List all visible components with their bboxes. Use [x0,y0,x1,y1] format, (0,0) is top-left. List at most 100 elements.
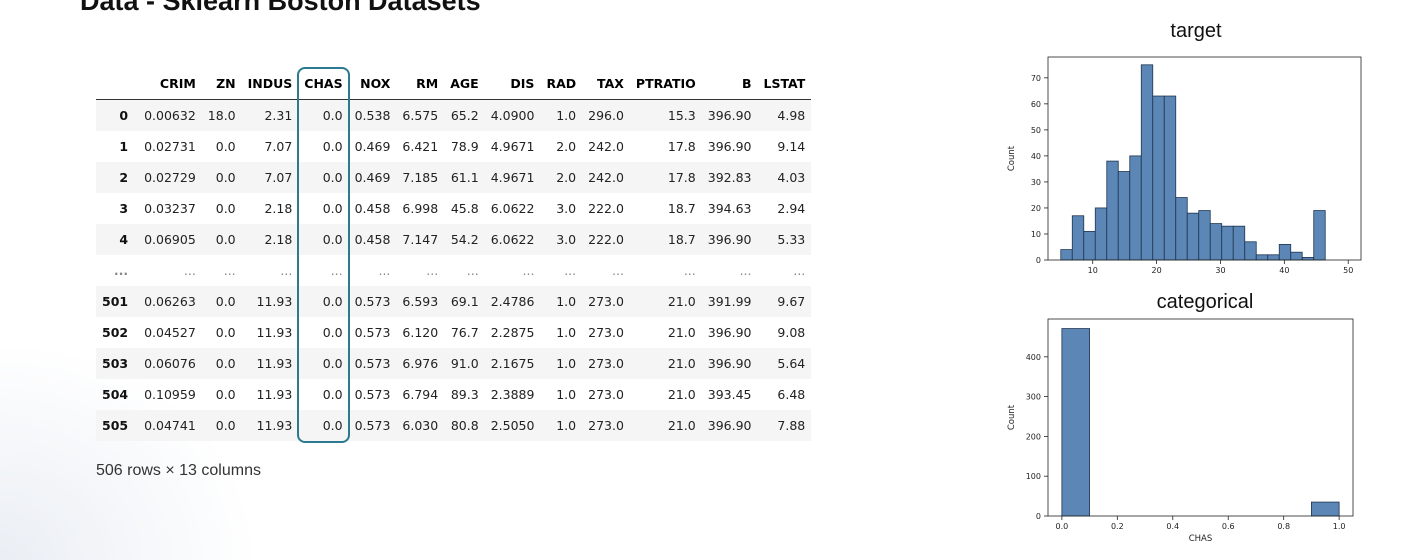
row-index: ... [113,262,129,278]
column-header-zn: ZN [216,75,236,91]
table-cell: 0.0 [322,107,343,123]
table-cell: 5.33 [777,231,806,247]
table-cell: 0.0 [322,231,343,247]
table-cell: 0.573 [354,293,391,309]
table-cell: 391.99 [707,293,752,309]
table-cell: 61.1 [450,169,479,185]
table-cell: ... [739,262,752,278]
y-tick-label: 40 [1031,152,1041,161]
table-cell: 6.794 [402,386,439,402]
table-cell: 0.0 [322,386,343,402]
table-cell: ... [466,262,479,278]
row-index: 4 [119,231,129,247]
row-index: 2 [119,169,129,185]
y-tick-label: 400 [1026,353,1041,362]
table-cell: 2.3889 [490,386,535,402]
table-cell: 21.0 [667,324,696,340]
table-cell: 80.8 [450,417,479,433]
table-cell: 394.63 [707,200,752,216]
table-cell: 11.93 [256,293,293,309]
table-cell: 65.2 [450,107,479,123]
table-cell: ... [378,262,391,278]
table-cell: 3.0 [556,200,577,216]
column-header-indus: INDUS [247,75,293,91]
table-cell: 7.07 [264,138,293,154]
table-cell: 6.030 [402,417,439,433]
table-cell: 222.0 [588,231,624,247]
table-row: 504 0.10959 0.0 11.93 0.0 0.573 6.794 89.3 2.388… [96,379,811,410]
row-index: 3 [119,200,129,216]
table-cell: 0.04527 [144,324,196,340]
table-cell: 89.3 [450,386,479,402]
table-cell: 7.147 [402,231,439,247]
categorical-chart-title: categorical [1156,291,1254,313]
histogram-bar [1071,215,1085,261]
row-index: 505 [102,417,129,433]
table-cell: 396.90 [707,138,752,154]
dataframe-output: CRIM ZN INDUS CHAS NOX RM AGE DIS RAD TAX PTRATIO B… [96,67,812,443]
table-cell: 1.0 [556,386,577,402]
histogram-bar [1244,241,1257,261]
table-cell: 0.10959 [144,386,196,402]
histogram-bar [1060,249,1073,261]
table-row: 502 0.04527 0.0 11.93 0.0 0.573 6.120 76.7 2.287… [96,317,811,348]
table-cell: 0.469 [354,169,391,185]
table-row: ........................................… [96,255,811,286]
histogram-bar [1290,251,1303,261]
y-tick-label: 200 [1026,432,1041,441]
column-header-ptratio: PTRATIO [635,75,696,91]
table-cell: 0.573 [354,324,391,340]
table-cell: 6.976 [402,355,439,371]
y-tick-label: 0 [1036,512,1041,521]
table-cell: 0.458 [354,231,391,247]
table-cell: 0.06076 [144,355,196,371]
histogram-bar [1106,160,1119,261]
column-header-b: B [741,75,752,91]
x-axis-label: CHAS [1189,534,1213,544]
table-cell: 0.0 [215,200,236,216]
index-header [96,67,138,100]
table-cell: 21.0 [667,386,696,402]
histogram-bar [1163,95,1177,261]
dataframe-table: CRIM ZN INDUS CHAS NOX RM AGE DIS RAD TAX PTRATIO B… [96,67,812,441]
row-index: 501 [102,293,129,309]
row-index: 503 [102,355,129,371]
table-cell: 0.0 [215,386,236,402]
table-cell: 45.8 [450,200,479,216]
target-histogram: 10 20 30 40 50 0 10 20 30 40 50 60 70 Count [1007,56,1362,275]
table-cell: 2.0 [556,169,577,185]
table-cell: ... [223,262,236,278]
table-cell: 0.06263 [144,293,196,309]
table-cell: 1.0 [556,107,577,123]
table-cell: 11.93 [256,355,293,371]
table-cell: 6.593 [402,293,439,309]
table-cell: ... [330,262,343,278]
row-index: 1 [119,138,129,154]
table-cell: 0.0 [322,138,343,154]
table-cell: 396.90 [707,355,752,371]
column-header-dis: DIS [510,75,535,91]
table-cell: 18.7 [667,200,696,216]
table-cell: 2.0 [556,138,577,154]
table-cell: 1.0 [556,324,577,340]
table-cell: 0.0 [215,138,236,154]
y-axis-label: Count [1007,145,1017,171]
table-cell: 0.0 [322,169,343,185]
table-cell: 222.0 [588,200,624,216]
table-cell: 0.469 [354,138,391,154]
table-row: 0 0.00632 18.0 2.31 0.0 0.538 6.575 65.2 4.0900 1… [96,99,812,131]
table-cell: 4.9671 [490,169,535,185]
table-cell: 2.1675 [490,355,535,371]
row-index: 502 [102,324,129,340]
table-cell: 7.185 [402,169,439,185]
x-tick-label: 1.0 [1333,522,1346,531]
histogram-bar [1267,254,1280,261]
column-header-rad: RAD [546,75,577,91]
y-tick-label: 60 [1031,100,1041,109]
x-tick-label: 40 [1279,266,1289,275]
row-index: 504 [102,386,129,402]
table-cell: 5.64 [777,355,806,371]
table-cell: ... [793,262,806,278]
table-cell: 0.0 [322,293,343,309]
x-tick-label: 0.4 [1166,522,1179,531]
